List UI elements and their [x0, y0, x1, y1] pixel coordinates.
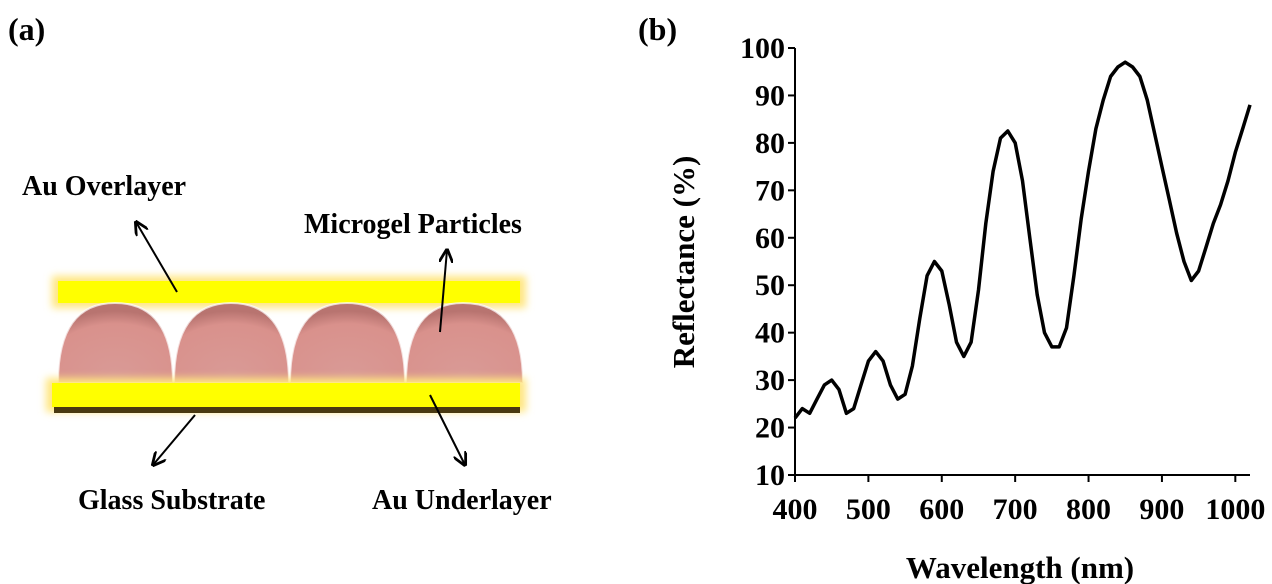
- x-axis-title: Wavelength (nm): [906, 550, 1134, 584]
- x-tick-label: 500: [846, 493, 891, 526]
- au-underlayer: [52, 383, 520, 407]
- microgel-particles: [56, 301, 525, 384]
- panel-label: (b): [638, 11, 677, 47]
- x-tick-label: 1000: [1205, 493, 1265, 526]
- y-tick-label: 40: [755, 317, 785, 350]
- y-tick-label: 20: [755, 412, 785, 445]
- x-tick-label: 800: [1066, 493, 1111, 526]
- x-tick-label: 900: [1139, 493, 1184, 526]
- data-line: [793, 60, 1252, 420]
- y-tick-label: 90: [755, 79, 785, 112]
- y-tick-label: 80: [755, 127, 785, 160]
- label: Au Underlayer: [372, 485, 552, 516]
- x-tick-label: 700: [993, 493, 1038, 526]
- y-tick-label: 50: [755, 269, 785, 302]
- chart: (b) Wavelength (nm) Reflectance (%) 10 20…: [638, 11, 1265, 584]
- y-tick-label: 100: [740, 32, 785, 65]
- y-tick-label: 60: [755, 222, 785, 255]
- y-tick-label: 10: [755, 459, 785, 492]
- glass-substrate: [54, 407, 520, 413]
- y-axis-title: Reflectance (%): [666, 156, 701, 369]
- y-tick-label: 70: [755, 174, 785, 207]
- label: Glass Substrate: [78, 485, 265, 516]
- x-tick-label: 400: [773, 493, 818, 526]
- label: Microgel Particles: [304, 209, 522, 240]
- panel-label: (a): [8, 11, 45, 47]
- y-tick-label: 30: [755, 364, 785, 397]
- arrows: [136, 222, 465, 465]
- x-tick-label: 600: [919, 493, 964, 526]
- diagram: (a) Au Overlayer Microgel Particles Glas…: [8, 11, 552, 516]
- au-overlayer: [58, 281, 520, 303]
- label: Au Overlayer: [22, 171, 186, 202]
